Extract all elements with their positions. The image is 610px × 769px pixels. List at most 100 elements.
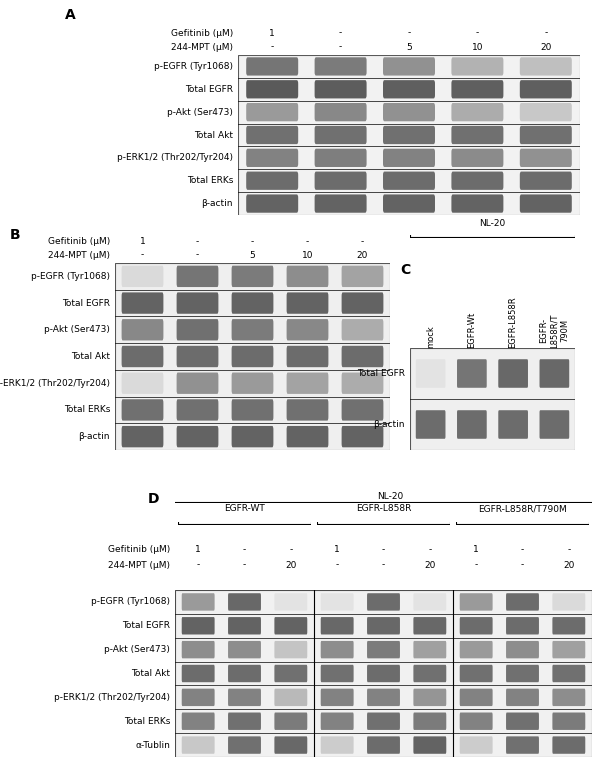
FancyBboxPatch shape xyxy=(520,148,572,167)
FancyBboxPatch shape xyxy=(287,346,328,367)
FancyBboxPatch shape xyxy=(177,292,218,314)
Bar xyxy=(115,290,390,316)
FancyBboxPatch shape xyxy=(246,126,298,144)
FancyBboxPatch shape xyxy=(416,410,445,439)
Text: 10: 10 xyxy=(472,42,483,52)
FancyBboxPatch shape xyxy=(451,126,503,144)
FancyBboxPatch shape xyxy=(553,664,585,682)
Text: Total ERKs: Total ERKs xyxy=(63,405,110,414)
Bar xyxy=(115,343,390,370)
FancyBboxPatch shape xyxy=(506,713,539,730)
Text: -: - xyxy=(521,545,524,554)
FancyBboxPatch shape xyxy=(553,713,585,730)
FancyBboxPatch shape xyxy=(539,410,569,439)
Text: -: - xyxy=(382,561,385,570)
FancyBboxPatch shape xyxy=(182,737,215,754)
FancyBboxPatch shape xyxy=(367,617,400,634)
FancyBboxPatch shape xyxy=(367,737,400,754)
Text: 1: 1 xyxy=(473,545,479,554)
FancyBboxPatch shape xyxy=(287,426,328,448)
FancyBboxPatch shape xyxy=(232,346,273,367)
Text: Total Akt: Total Akt xyxy=(71,352,110,361)
Text: 1: 1 xyxy=(270,28,275,38)
FancyBboxPatch shape xyxy=(177,372,218,394)
FancyBboxPatch shape xyxy=(367,689,400,706)
Text: Gefitinib (μM): Gefitinib (μM) xyxy=(108,545,170,554)
Text: -: - xyxy=(196,238,199,247)
FancyBboxPatch shape xyxy=(232,399,273,421)
FancyBboxPatch shape xyxy=(177,426,218,448)
FancyBboxPatch shape xyxy=(553,689,585,706)
FancyBboxPatch shape xyxy=(121,346,163,367)
FancyBboxPatch shape xyxy=(177,265,218,287)
Text: Total EGFR: Total EGFR xyxy=(185,85,233,94)
Bar xyxy=(238,124,580,146)
FancyBboxPatch shape xyxy=(287,372,328,394)
Text: p-ERK1/2 (Thr202/Tyr204): p-ERK1/2 (Thr202/Tyr204) xyxy=(54,693,170,702)
Text: -: - xyxy=(361,238,364,247)
Text: -: - xyxy=(306,238,309,247)
Text: -: - xyxy=(141,251,144,259)
FancyBboxPatch shape xyxy=(321,713,354,730)
Text: NL-20: NL-20 xyxy=(377,492,403,501)
FancyBboxPatch shape xyxy=(342,426,384,448)
FancyBboxPatch shape xyxy=(121,399,163,421)
Text: -: - xyxy=(271,42,274,52)
FancyBboxPatch shape xyxy=(274,593,307,611)
Text: p-EGFR (Tyr1068): p-EGFR (Tyr1068) xyxy=(91,598,170,607)
FancyBboxPatch shape xyxy=(451,195,503,213)
Bar xyxy=(115,370,390,397)
FancyBboxPatch shape xyxy=(383,103,435,122)
Text: p-Akt (Ser473): p-Akt (Ser473) xyxy=(44,325,110,335)
FancyBboxPatch shape xyxy=(342,292,384,314)
FancyBboxPatch shape xyxy=(232,265,273,287)
FancyBboxPatch shape xyxy=(451,148,503,167)
FancyBboxPatch shape xyxy=(232,372,273,394)
FancyBboxPatch shape xyxy=(520,126,572,144)
Text: -: - xyxy=(567,545,570,554)
FancyBboxPatch shape xyxy=(182,641,215,658)
Text: -: - xyxy=(336,561,339,570)
Text: 1: 1 xyxy=(334,545,340,554)
FancyBboxPatch shape xyxy=(228,737,261,754)
FancyBboxPatch shape xyxy=(315,126,367,144)
FancyBboxPatch shape xyxy=(506,689,539,706)
Bar xyxy=(238,169,580,192)
FancyBboxPatch shape xyxy=(460,641,493,658)
Text: -: - xyxy=(521,561,524,570)
FancyBboxPatch shape xyxy=(506,617,539,634)
Text: p-Akt (Ser473): p-Akt (Ser473) xyxy=(104,645,170,654)
FancyBboxPatch shape xyxy=(506,737,539,754)
FancyBboxPatch shape xyxy=(121,372,163,394)
FancyBboxPatch shape xyxy=(121,292,163,314)
FancyBboxPatch shape xyxy=(321,664,354,682)
FancyBboxPatch shape xyxy=(315,57,367,75)
Bar xyxy=(115,263,390,290)
Text: -: - xyxy=(339,28,342,38)
FancyBboxPatch shape xyxy=(321,641,354,658)
Text: Total EGFR: Total EGFR xyxy=(357,369,405,378)
Bar xyxy=(175,733,592,757)
Bar xyxy=(115,316,390,343)
Text: -: - xyxy=(544,28,547,38)
FancyBboxPatch shape xyxy=(182,664,215,682)
FancyBboxPatch shape xyxy=(553,641,585,658)
FancyBboxPatch shape xyxy=(383,148,435,167)
Text: 5: 5 xyxy=(406,42,412,52)
FancyBboxPatch shape xyxy=(342,372,384,394)
Text: -: - xyxy=(196,561,200,570)
FancyBboxPatch shape xyxy=(246,80,298,98)
FancyBboxPatch shape xyxy=(414,593,447,611)
FancyBboxPatch shape xyxy=(460,737,493,754)
FancyBboxPatch shape xyxy=(315,148,367,167)
FancyBboxPatch shape xyxy=(367,593,400,611)
Text: -: - xyxy=(476,28,479,38)
FancyBboxPatch shape xyxy=(228,593,261,611)
FancyBboxPatch shape xyxy=(553,593,585,611)
FancyBboxPatch shape xyxy=(246,57,298,75)
Bar xyxy=(175,614,592,638)
Text: C: C xyxy=(400,263,411,277)
Text: 20: 20 xyxy=(563,561,575,570)
Text: Total Akt: Total Akt xyxy=(194,131,233,139)
FancyBboxPatch shape xyxy=(414,737,447,754)
